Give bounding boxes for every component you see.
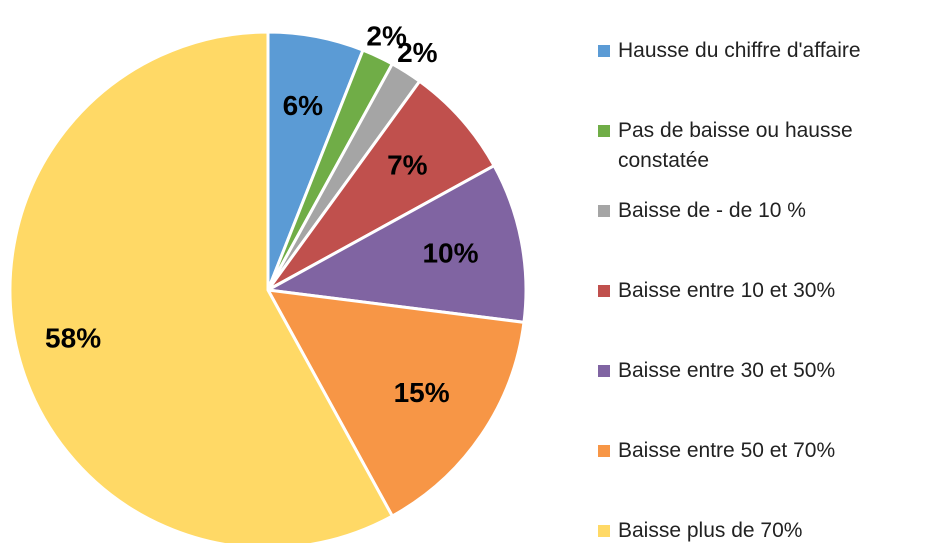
data-label: 15% — [394, 377, 450, 408]
legend-item: Baisse de - de 10 % — [598, 196, 923, 226]
legend-label: Baisse de - de 10 % — [618, 199, 806, 222]
data-label: 7% — [387, 150, 428, 181]
legend-swatch — [598, 445, 610, 457]
pie-slice — [263, 163, 528, 325]
data-label: 6% — [283, 90, 324, 121]
legend-swatch — [598, 205, 610, 217]
legend-item: Baisse entre 50 et 70% — [598, 436, 923, 466]
pie-slice — [266, 79, 497, 292]
legend-label: Baisse entre 50 et 70% — [618, 439, 836, 462]
legend-label: Baisse entre 10 et 30% — [618, 279, 836, 302]
legend-swatch — [598, 525, 610, 537]
legend-swatch — [598, 365, 610, 377]
data-label: 2% — [397, 37, 438, 68]
data-label: 58% — [45, 322, 101, 353]
legend-label: Hausse du chiffre d'affaire — [618, 39, 861, 62]
legend-swatch — [598, 285, 610, 297]
legend-item: Hausse du chiffre d'affaire — [598, 36, 923, 66]
pie-slice — [8, 30, 395, 543]
legend-item: Baisse plus de 70% — [598, 516, 923, 543]
legend-item: Pas de baisse ou hausse constatée — [598, 116, 923, 176]
legend-label: Baisse entre 30 et 50% — [618, 359, 836, 382]
legend-label: Baisse plus de 70% — [618, 519, 803, 542]
pie-slice — [265, 288, 526, 519]
legend-label: Pas de baisse ou hausse constatée — [618, 119, 853, 172]
legend-swatch — [598, 125, 610, 137]
legend-item: Baisse entre 10 et 30% — [598, 276, 923, 306]
legend-item: Baisse entre 30 et 50% — [598, 356, 923, 386]
data-label: 10% — [422, 238, 478, 269]
legend-swatch — [598, 45, 610, 57]
data-label: 2% — [366, 20, 407, 51]
